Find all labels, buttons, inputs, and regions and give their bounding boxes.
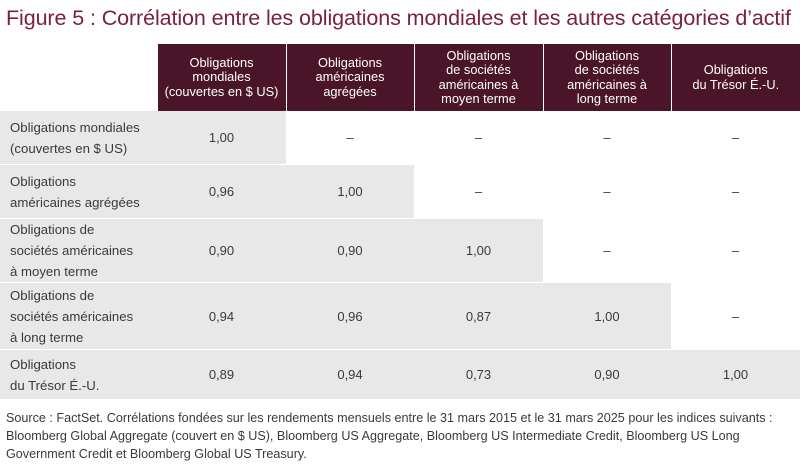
table-cell: 0,90	[157, 218, 286, 283]
column-header: Obligations mondiales (couvertes en $ US…	[156, 44, 286, 111]
table-cell: –	[414, 164, 543, 219]
source-note: Source : FactSet. Corrélations fondées s…	[6, 411, 773, 461]
table-cell: 0,89	[157, 349, 286, 400]
table-cell: 0,90	[286, 218, 414, 283]
table-cell: –	[543, 111, 671, 165]
table-cell: –	[414, 111, 543, 165]
table-row: Obligations américaines agrégées 0,96 1,…	[0, 164, 800, 219]
table-cell: –	[671, 111, 800, 165]
table-cell: –	[671, 164, 800, 219]
row-label: Obligations mondiales (couvertes en $ US…	[0, 111, 157, 165]
table-cell: 0,94	[157, 282, 286, 350]
column-header: Obligations du Trésor É.-U.	[670, 44, 800, 111]
column-header: Obligations de sociétés américaines à lo…	[542, 44, 671, 111]
header-row: Obligations mondiales (couvertes en $ US…	[0, 44, 800, 111]
table-row: Obligations de sociétés américaines à lo…	[0, 282, 800, 350]
table-cell: 0,94	[286, 349, 414, 400]
table-cell: –	[671, 282, 800, 350]
correlation-table: Obligations mondiales (couvertes en $ US…	[0, 44, 800, 400]
row-label: Obligations américaines agrégées	[0, 164, 157, 219]
table-cell: 1,00	[543, 282, 671, 350]
table-cell: 1,00	[414, 218, 543, 283]
header-corner	[0, 44, 157, 111]
table-cell: –	[671, 218, 800, 283]
table-cell: 0,96	[286, 282, 414, 350]
figure-title: Figure 5 : Corrélation entre les obligat…	[6, 6, 791, 30]
table-cell: 1,00	[671, 349, 800, 400]
table-cell: 0,87	[414, 282, 543, 350]
table-cell: –	[286, 111, 414, 165]
table-cell: 0,73	[414, 349, 543, 400]
column-header: Obligations de sociétés américaines à mo…	[413, 44, 543, 111]
table-cell: 0,96	[157, 164, 286, 219]
table-row: Obligations du Trésor É.-U. 0,89 0,94 0,…	[0, 349, 800, 400]
table-cell: 1,00	[157, 111, 286, 165]
table-cell: 0,90	[543, 349, 671, 400]
table-cell: –	[543, 164, 671, 219]
row-label: Obligations de sociétés américaines à lo…	[0, 282, 157, 350]
table-row: Obligations mondiales (couvertes en $ US…	[0, 111, 800, 165]
table-row: Obligations de sociétés américaines à mo…	[0, 218, 800, 283]
row-label: Obligations du Trésor É.-U.	[0, 349, 157, 400]
column-header: Obligations américaines agrégées	[285, 44, 414, 111]
table-cell: 1,00	[286, 164, 414, 219]
row-label: Obligations de sociétés américaines à mo…	[0, 218, 157, 283]
table-cell: –	[543, 218, 671, 283]
